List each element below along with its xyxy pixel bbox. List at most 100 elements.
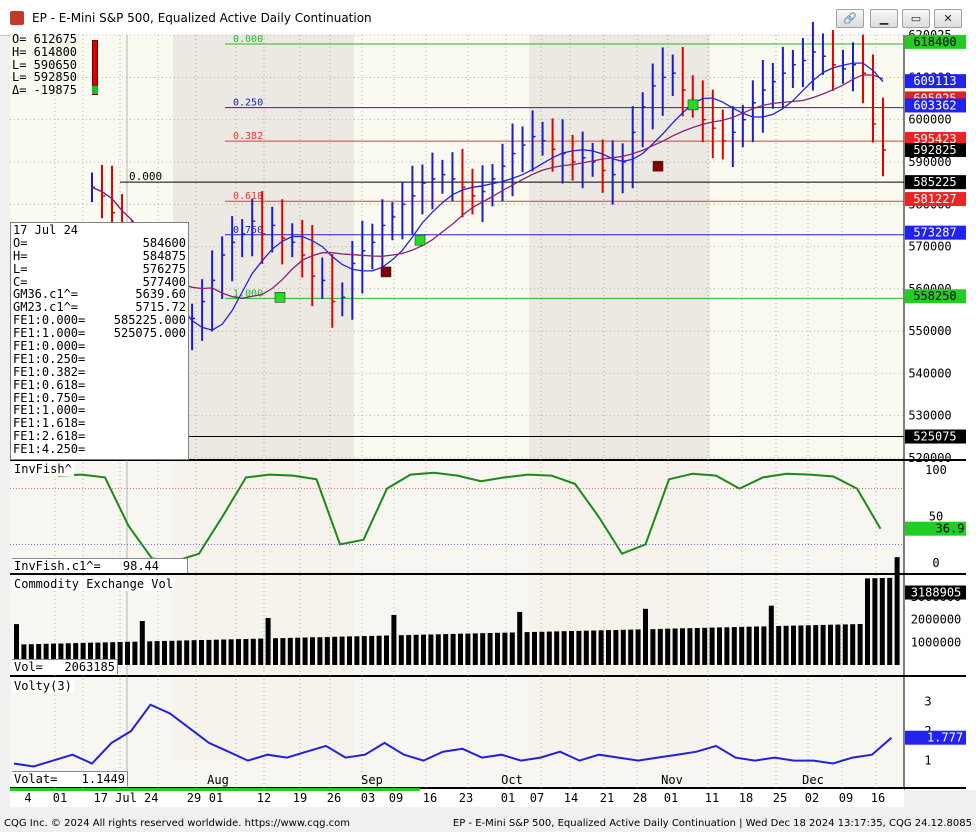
x-tick-label: 01 xyxy=(53,791,67,805)
cursor-data-panel: 17 Jul 24 O= 584600 H= 584875 L= 576275 C= 5774… xyxy=(10,222,189,460)
price-badge xyxy=(905,74,966,89)
price-badge xyxy=(905,132,966,147)
x-tick-label: 28 xyxy=(633,791,647,805)
link-button[interactable]: 🔗 xyxy=(836,9,864,28)
volume-bar xyxy=(865,578,870,665)
volume-bar xyxy=(702,627,708,665)
signal-marker xyxy=(652,160,664,172)
x-tick-label: 29 xyxy=(187,791,201,805)
volume-bar xyxy=(287,637,293,665)
volume-bar xyxy=(169,640,175,665)
volume-bar xyxy=(487,633,493,665)
volume-bar xyxy=(221,639,227,665)
price-badge-label: 585225 xyxy=(913,175,956,189)
volume-bar xyxy=(472,633,478,665)
volume-tick: 2000000 xyxy=(911,613,962,627)
volume-bar xyxy=(347,636,352,665)
volume-bar xyxy=(805,625,811,665)
volume-bar xyxy=(539,631,545,665)
volume-bar xyxy=(176,640,182,665)
volume-bar xyxy=(243,639,249,665)
data-panel-row: GM23.c1^= 5715.72 xyxy=(13,300,186,315)
volty-title: Volty(3) xyxy=(12,679,74,693)
volume-bar xyxy=(265,618,271,665)
data-panel-row: FE1:1.000= 525075.000 xyxy=(13,326,186,341)
data-panel-row: FE1:2.618= xyxy=(13,429,86,444)
volume-bar xyxy=(709,627,715,665)
data-panel-row: FE1:0.250= xyxy=(13,351,86,366)
x-axis-bar xyxy=(10,789,904,807)
price-tick-label: 570000 xyxy=(908,240,951,254)
volume-bar xyxy=(591,630,597,665)
data-panel-row: FE1:0.618= xyxy=(13,377,86,392)
data-panel-row: FE1:1.000= xyxy=(13,403,86,418)
volume-bar xyxy=(421,634,426,665)
price-tick-label: 590000 xyxy=(908,155,951,169)
volume-bar xyxy=(746,626,752,665)
maximize-button[interactable]: ▭ xyxy=(902,9,930,28)
window-title: EP - E-Mini S&P 500, Equalized Active Da… xyxy=(32,11,372,25)
x-tick-label: 12 xyxy=(257,791,271,805)
data-panel-row: H= 584875 xyxy=(13,248,186,263)
volume-bar xyxy=(872,578,878,665)
volume-bar xyxy=(635,629,641,665)
volume-bar xyxy=(458,633,463,665)
volume-bar xyxy=(199,640,204,665)
volume-bar xyxy=(228,639,234,665)
price-badge xyxy=(905,175,966,190)
data-panel-date: 17 Jul 24 xyxy=(13,223,79,237)
price-badge-label: 603362 xyxy=(913,98,956,112)
x-tick-label: 01 xyxy=(501,791,515,805)
volty-badge xyxy=(905,730,966,745)
ohlc-high: H= 614800 xyxy=(12,44,78,59)
price-badge-label: 595423 xyxy=(913,132,956,146)
volume-bar xyxy=(295,637,301,665)
side-label: 0.000 xyxy=(129,170,162,183)
close-button[interactable]: ✕ xyxy=(934,9,962,28)
volume-bar xyxy=(879,578,885,665)
fib-label: 0.618 xyxy=(233,191,263,202)
volume-bar xyxy=(310,637,315,665)
volume-bar xyxy=(369,635,375,665)
volume-bar xyxy=(754,626,759,665)
volty-pane xyxy=(10,677,904,787)
invfish-tick: 100 xyxy=(925,463,947,477)
data-panel-row: GM36.c1^= 5639.60 xyxy=(13,287,186,302)
volume-bar xyxy=(398,635,404,665)
volume-bar xyxy=(509,632,515,665)
x-tick-label: 26 xyxy=(327,791,341,805)
volume-bar xyxy=(724,627,730,665)
x-tick-label: 11 xyxy=(705,791,719,805)
volume-bar xyxy=(798,625,804,665)
volume-bar xyxy=(354,636,360,665)
volume-bar xyxy=(95,642,101,665)
volume-bar xyxy=(620,629,626,665)
volty-line xyxy=(13,703,893,768)
fib-label: 0.750 xyxy=(233,225,263,236)
invfish-tick: 50 xyxy=(929,510,943,524)
x-tick-label: 01 xyxy=(664,791,678,805)
volume-bar xyxy=(783,625,789,665)
invfish-line xyxy=(57,471,882,563)
volume-bar xyxy=(894,557,900,665)
volume-bar xyxy=(687,628,693,665)
fib-label: 0.382 xyxy=(233,131,263,142)
month-label: Oct xyxy=(501,773,523,787)
fib-label: 1.000 xyxy=(233,288,263,299)
invfish-readout: InvFish.c1^= 98.44 xyxy=(12,558,188,573)
title-bar: EP - E-Mini S&P 500, Equalized Active Da… xyxy=(0,0,976,36)
status-bar: CQG Inc. © 2024 All rights reserved worl… xyxy=(0,817,976,832)
volume-bar xyxy=(813,625,819,665)
volume-bar xyxy=(154,641,160,665)
minimize-button[interactable]: ▁ xyxy=(870,9,898,28)
price-badge-label: 592825 xyxy=(913,143,956,157)
volume-bar xyxy=(554,631,560,665)
ohlc-candle-up-indicator xyxy=(92,86,98,94)
volume-tick: 1000000 xyxy=(911,635,962,649)
volume-bar xyxy=(731,627,737,665)
volume-bar xyxy=(583,630,589,665)
volume-bar xyxy=(65,643,71,665)
volume-bar xyxy=(561,631,567,665)
volume-bar xyxy=(43,643,49,665)
volume-bar xyxy=(517,611,523,665)
